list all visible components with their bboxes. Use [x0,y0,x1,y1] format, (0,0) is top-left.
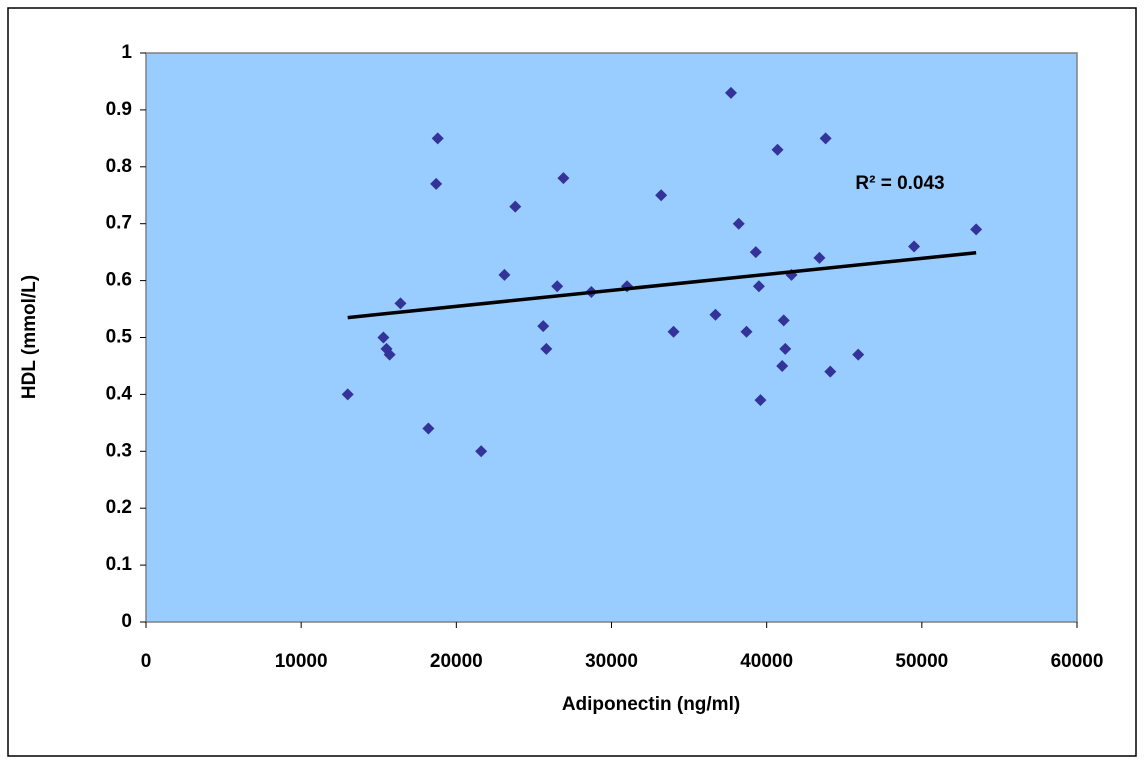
point [475,445,488,458]
plot-area [145,52,1078,623]
y-axis-label: HDL (mmol/L) [19,275,40,399]
y-tick-label: 0.4 [106,383,133,404]
point [754,394,767,407]
point [509,200,522,213]
x-tick-label: 40000 [740,651,793,672]
point [655,189,668,202]
point [422,422,435,435]
point [732,217,745,230]
point [777,314,790,327]
trendline [347,250,977,320]
point [557,172,570,185]
point [551,280,564,293]
point [813,251,826,264]
point [430,177,443,190]
point [771,143,784,156]
point [394,297,407,310]
point [341,388,354,401]
y-tick-label: 0 [121,611,132,632]
x-axis-label: Adiponectin (ng/ml) [562,694,740,715]
point [824,365,837,378]
point [377,331,390,344]
y-tick-label: 0.7 [106,213,132,234]
x-tick-label: 50000 [895,651,948,672]
y-tick-label: 0.3 [106,440,132,461]
y-tick-label: 0.6 [106,270,132,291]
point [724,86,737,99]
point [752,280,765,293]
y-tick-label: 0.5 [106,327,133,348]
point [776,359,789,372]
x-tick-label: 30000 [585,651,638,672]
y-tick-label: 0.2 [106,497,132,518]
point [970,223,983,236]
point [540,342,553,355]
point [749,246,762,259]
y-tick-label: 0.8 [106,156,132,177]
x-tick-label: 0 [141,651,152,672]
point [852,348,865,361]
x-tick-label: 10000 [275,651,328,672]
y-tick-label: 0.1 [106,554,133,575]
point [908,240,921,253]
point [431,132,444,145]
y-tick-label: 0.9 [106,99,132,120]
x-tick-label: 60000 [1051,651,1104,672]
point [740,325,753,338]
point [779,342,792,355]
point [819,132,832,145]
point [537,320,550,333]
point [498,268,511,281]
point [709,308,722,321]
x-tick-label: 20000 [430,651,483,672]
point [667,325,680,338]
annotation: R² = 0.043 [855,173,944,194]
y-tick-label: 1 [121,42,132,63]
point [383,348,396,361]
